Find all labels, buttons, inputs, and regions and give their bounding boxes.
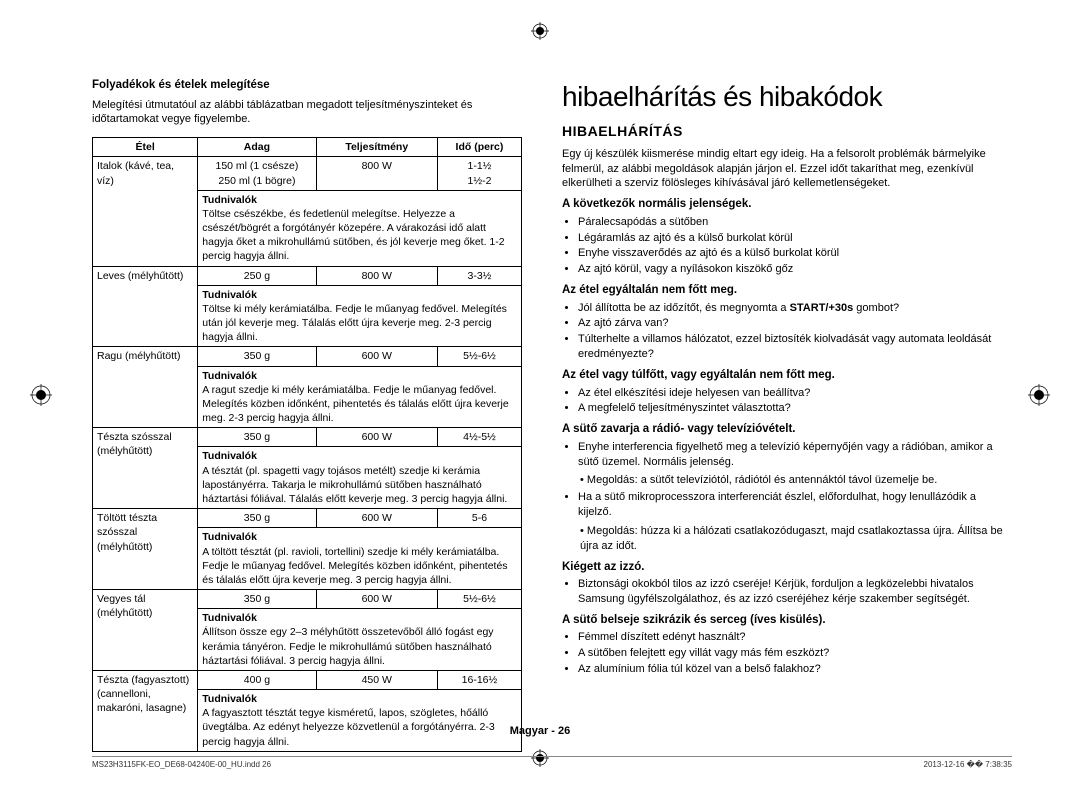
cell-tudnivalok: TudnivalókA töltött tésztát (pl. ravioli…: [198, 528, 522, 590]
cell-adag: 150 ml (1 csésze)250 ml (1 bögre): [198, 157, 316, 190]
cell-telj: 600 W: [316, 509, 437, 528]
bullet-item: Fémmel díszített edényt használt?: [578, 630, 1012, 645]
cell-tudnivalok: TudnivalókTöltse ki mély kerámiatálba. F…: [198, 285, 522, 347]
bullet-list: Biztonsági okokból tilos az izzó cseréje…: [562, 577, 1012, 607]
cell-ido: 5½-6½: [437, 590, 521, 609]
bullet-item: Páralecsapódás a sütőben: [578, 215, 1012, 230]
cell-tudnivalok: TudnivalókÁllítson össze egy 2–3 mélyhűt…: [198, 609, 522, 671]
left-column: Folyadékok és ételek melegítése Melegíté…: [92, 78, 522, 752]
bullet-item: Jól állította be az időzítőt, és megnyom…: [578, 301, 1012, 316]
footer-page: 26: [558, 725, 570, 737]
cell-tudnivalok: TudnivalókA ragut szedje ki mély kerámia…: [198, 366, 522, 428]
sub-bullet: Megoldás: húzza ki a hálózati csatlakozó…: [562, 524, 1012, 554]
cell-telj: 600 W: [316, 590, 437, 609]
right-intro: Egy új készülék kiismerése mindig eltart…: [562, 147, 1012, 192]
bullet-list: Enyhe interferencia figyelhető meg a tel…: [562, 440, 1012, 470]
page-footer: Magyar - 26: [0, 725, 1080, 737]
cell-tudnivalok: TudnivalókA fagyasztott tésztát tegye ki…: [198, 690, 522, 752]
sub-item: Megoldás: a sütőt televíziótól, rádiótól…: [580, 473, 1012, 488]
bullet-item: Légáramlás az ajtó és a külső burkolat k…: [578, 231, 1012, 246]
cell-adag: 350 g: [198, 347, 316, 366]
cell-food: Töltött tészta szósszal (mélyhűtött): [93, 509, 198, 590]
right-subtitle: HIBAELHÁRÍTÁS: [562, 122, 1012, 141]
food-table: Étel Adag Teljesítmény Idő (perc) Italok…: [92, 137, 522, 752]
printer-line: MS23H3115FK-EO_DE68-04240E-00_HU.indd 26…: [92, 756, 1012, 769]
right-heading: Az étel egyáltalán nem főtt meg.: [562, 283, 1012, 299]
bullet-item: Túlterhelte a villamos hálózatot, ezzel …: [578, 332, 1012, 362]
printer-file: MS23H3115FK-EO_DE68-04240E-00_HU.indd 26: [92, 760, 271, 769]
right-heading: A következők normális jelenségek.: [562, 197, 1012, 213]
bullet-item: Enyhe interferencia figyelhető meg a tel…: [578, 440, 1012, 470]
table-row: Tészta (fagyasztott) (cannelloni, makaró…: [93, 670, 522, 689]
bullet-item: Az ajtó körül, vagy a nyílásokon kiszökő…: [578, 262, 1012, 277]
cell-telj: 450 W: [316, 670, 437, 689]
cell-food: Vegyes tál (mélyhűtött): [93, 590, 198, 671]
table-row: Leves (mélyhűtött)250 g800 W3-3½: [93, 266, 522, 285]
cell-ido: 5-6: [437, 509, 521, 528]
cell-food: Italok (kávé, tea, víz): [93, 157, 198, 266]
table-row: Töltött tészta szósszal (mélyhűtött)350 …: [93, 509, 522, 528]
bullet-item: Ha a sütő mikroprocesszora interferenciá…: [578, 490, 1012, 520]
page-content: Folyadékok és ételek melegítése Melegíté…: [0, 0, 1080, 752]
table-row: Tészta szósszal (mélyhűtött)350 g600 W4½…: [93, 428, 522, 447]
registration-mark-top: [531, 22, 549, 40]
bullet-item: Az alumínium fólia túl közel van a belső…: [578, 662, 1012, 677]
right-heading: Kiégett az izzó.: [562, 560, 1012, 576]
cell-telj: 800 W: [316, 157, 437, 190]
right-heading: A sütő belseje szikrázik és serceg (íves…: [562, 613, 1012, 629]
bullet-list: Jól állította be az időzítőt, és megnyom…: [562, 301, 1012, 362]
sub-bullet: Megoldás: a sütőt televíziótól, rádiótól…: [562, 473, 1012, 488]
right-title: hibaelhárítás és hibakódok: [562, 78, 1012, 116]
cell-food: Ragu (mélyhűtött): [93, 347, 198, 428]
cell-telj: 800 W: [316, 266, 437, 285]
cell-adag: 350 g: [198, 428, 316, 447]
table-row: Vegyes tál (mélyhűtött)350 g600 W5½-6½: [93, 590, 522, 609]
cell-food: Tészta (fagyasztott) (cannelloni, makaró…: [93, 670, 198, 751]
side-mark-right: [1028, 384, 1050, 406]
table-row: Ragu (mélyhűtött)350 g600 W5½-6½: [93, 347, 522, 366]
bullet-item: Az étel elkészítési ideje helyesen van b…: [578, 386, 1012, 401]
cell-telj: 600 W: [316, 347, 437, 366]
right-heading: Az étel vagy túlfőtt, vagy egyáltalán ne…: [562, 368, 1012, 384]
bullet-item: Biztonsági okokból tilos az izzó cseréje…: [578, 577, 1012, 607]
cell-ido: 1-1½1½-2: [437, 157, 521, 190]
bullet-item: Enyhe visszaverődés az ajtó és a külső b…: [578, 246, 1012, 261]
th-food: Étel: [93, 138, 198, 157]
right-heading: A sütő zavarja a rádió- vagy televízióvé…: [562, 422, 1012, 438]
cell-food: Tészta szósszal (mélyhűtött): [93, 428, 198, 509]
cell-ido: 4½-5½: [437, 428, 521, 447]
cell-adag: 400 g: [198, 670, 316, 689]
printer-date: 2013-12-16 �� 7:38:35: [924, 760, 1012, 769]
bullet-item: A sütőben felejtett egy villát vagy más …: [578, 646, 1012, 661]
bullet-list: Az étel elkészítési ideje helyesen van b…: [562, 386, 1012, 417]
table-row: Italok (kávé, tea, víz)150 ml (1 csésze)…: [93, 157, 522, 190]
side-mark-left: [30, 384, 52, 406]
cell-tudnivalok: TudnivalókA tésztát (pl. spagetti vagy t…: [198, 447, 522, 509]
bullet-item: A megfelelő teljesítményszintet választo…: [578, 401, 1012, 416]
bullet-list: Ha a sütő mikroprocesszora interferenciá…: [562, 490, 1012, 520]
sub-item: Megoldás: húzza ki a hálózati csatlakozó…: [580, 524, 1012, 554]
th-adag: Adag: [198, 138, 316, 157]
bullet-list: Páralecsapódás a sütőbenLégáramlás az aj…: [562, 215, 1012, 277]
cell-ido: 5½-6½: [437, 347, 521, 366]
bullet-list: Fémmel díszített edényt használt?A sütőb…: [562, 630, 1012, 677]
cell-ido: 3-3½: [437, 266, 521, 285]
cell-adag: 350 g: [198, 509, 316, 528]
right-column: hibaelhárítás és hibakódok HIBAELHÁRÍTÁS…: [562, 78, 1012, 752]
cell-adag: 350 g: [198, 590, 316, 609]
th-ido: Idő (perc): [437, 138, 521, 157]
left-intro: Melegítési útmutatóul az alábbi táblázat…: [92, 98, 522, 128]
bullet-item: Az ajtó zárva van?: [578, 316, 1012, 331]
cell-ido: 16-16½: [437, 670, 521, 689]
cell-food: Leves (mélyhűtött): [93, 266, 198, 347]
th-telj: Teljesítmény: [316, 138, 437, 157]
left-subtitle: Folyadékok és ételek melegítése: [92, 78, 522, 94]
cell-tudnivalok: TudnivalókTöltse csészékbe, és fedetlenü…: [198, 190, 522, 266]
footer-lang: Magyar: [510, 725, 549, 737]
cell-telj: 600 W: [316, 428, 437, 447]
cell-adag: 250 g: [198, 266, 316, 285]
